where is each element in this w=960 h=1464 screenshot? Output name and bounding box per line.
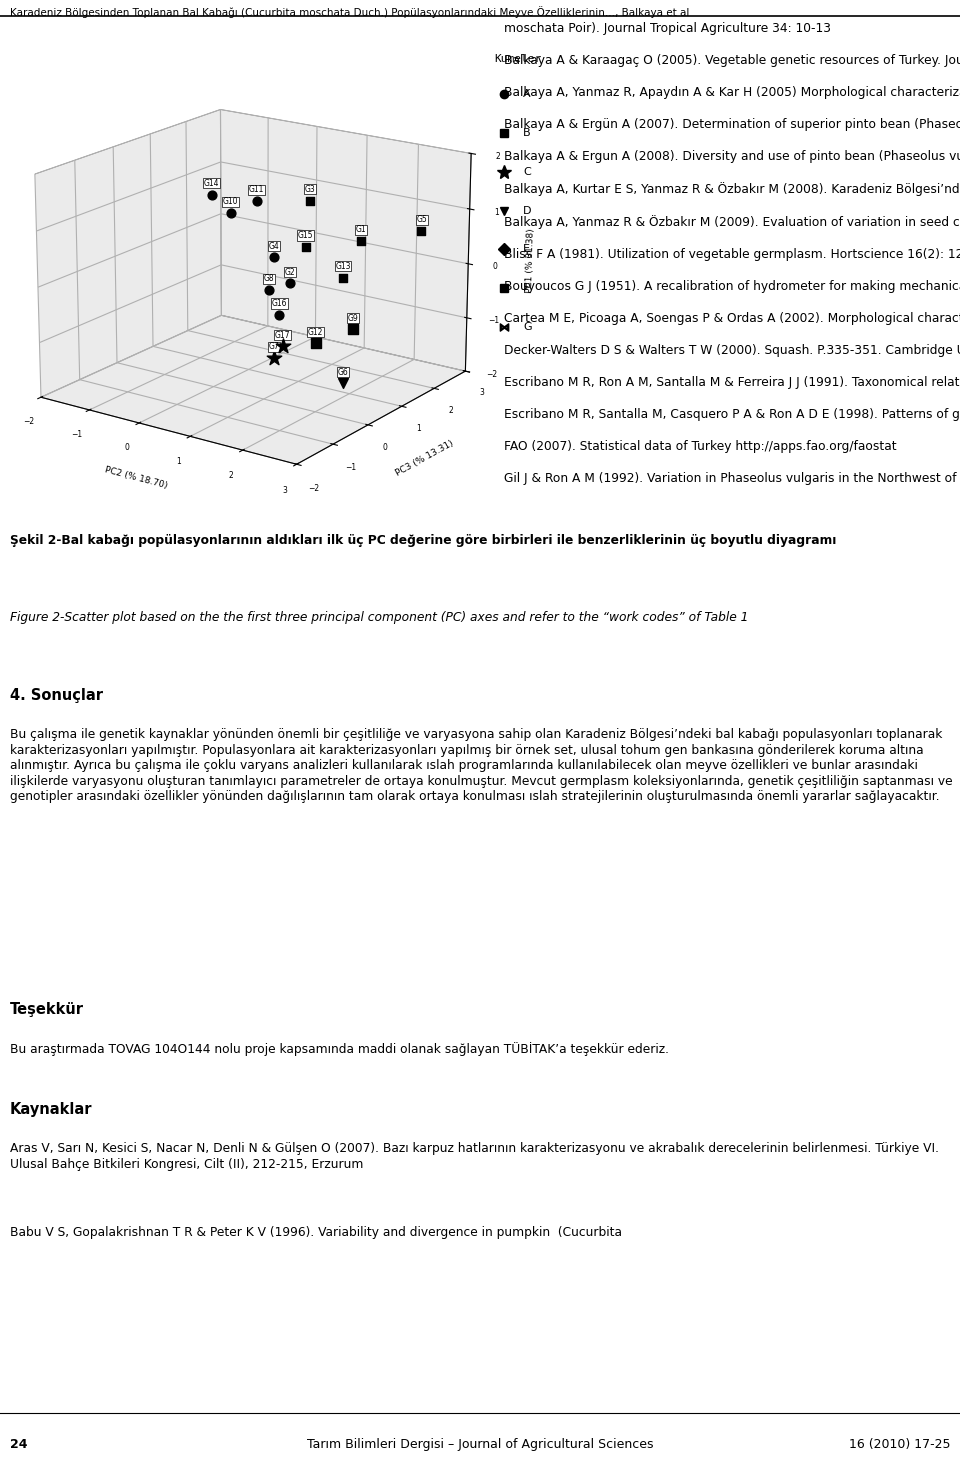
Text: B: B — [523, 129, 531, 138]
Text: Tarım Bilimleri Dergisi – Journal of Agricultural Sciences: Tarım Bilimleri Dergisi – Journal of Agr… — [307, 1438, 653, 1451]
Text: moschata Poir). Journal Tropical Agriculture 34: 10-13

Balkaya A & Karaagaç O (: moschata Poir). Journal Tropical Agricul… — [504, 22, 960, 486]
Y-axis label: PC3 (% 13.31): PC3 (% 13.31) — [395, 439, 455, 479]
Text: 4. Sonuçlar: 4. Sonuçlar — [10, 688, 103, 703]
Text: Kaynaklar: Kaynaklar — [10, 1102, 92, 1117]
Text: Bu çalışma ile genetik kaynaklar yönünden önemli bir çeşitliliğe ve varyasyona s: Bu çalışma ile genetik kaynaklar yönünde… — [10, 728, 952, 804]
Text: A: A — [523, 89, 531, 100]
Text: Figure 2-Scatter plot based on the the first three principal component (PC) axes: Figure 2-Scatter plot based on the the f… — [10, 610, 748, 624]
Text: 16 (2010) 17-25: 16 (2010) 17-25 — [849, 1438, 950, 1451]
Text: C: C — [523, 167, 531, 177]
X-axis label: PC2 (% 18.70): PC2 (% 18.70) — [104, 466, 168, 490]
Text: G: G — [523, 322, 532, 332]
Text: Karadeniz Bölgesinden Toplanan Bal Kabağı (Cucurbita moschata Duch.) Popülasyonl: Karadeniz Bölgesinden Toplanan Bal Kabağ… — [10, 6, 689, 19]
Text: Bu araştırmada TOVAG 104O144 nolu proje kapsamında maddi olanak sağlayan TÜBİTAK: Bu araştırmada TOVAG 104O144 nolu proje … — [10, 1042, 668, 1056]
Text: Babu V S, Gopalakrishnan T R & Peter K V (1996). Variability and divergence in p: Babu V S, Gopalakrishnan T R & Peter K V… — [10, 1227, 622, 1239]
Text: D: D — [523, 205, 532, 215]
Text: Aras V, Sarı N, Kesici S, Nacar N, Denli N & Gülşen O (2007). Bazı karpuz hatlar: Aras V, Sarı N, Kesici S, Nacar N, Denli… — [10, 1142, 939, 1171]
Text: Kumeler: Kumeler — [494, 54, 541, 64]
Text: E: E — [523, 244, 530, 255]
Text: F: F — [523, 283, 530, 293]
Text: Teşekkür: Teşekkür — [10, 1001, 84, 1016]
Text: 24: 24 — [10, 1438, 27, 1451]
Text: Şekil 2-Bal kabağı popülasyonlarının aldıkları ilk üç PC değerine göre birbirler: Şekil 2-Bal kabağı popülasyonlarının ald… — [10, 534, 836, 548]
